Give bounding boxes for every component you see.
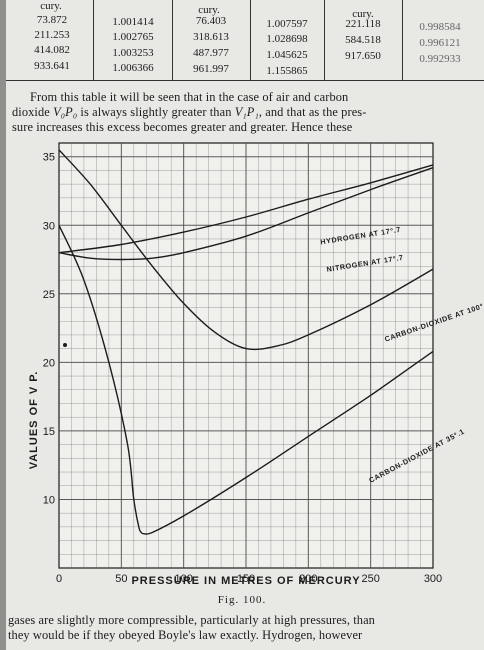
table-divider [402, 0, 403, 80]
paragraph-line: they would be if they obeyed Boyle's law… [8, 628, 363, 642]
y-tick-label: 25 [43, 289, 55, 301]
co2-100-curve [58, 149, 434, 351]
table-cell: 487.977 [193, 47, 229, 59]
y-tick-label: 35 [43, 152, 55, 164]
nitrogen-curve [58, 167, 434, 261]
table-cell: 211.253 [34, 29, 70, 41]
x-tick-label: 50 [115, 573, 127, 585]
paragraph-line: From this table it will be seen that in … [30, 90, 349, 104]
table-cell: 1.155865 [266, 65, 308, 77]
table-header-fragment: cury. [40, 0, 62, 12]
table-cell: 1.006366 [112, 62, 154, 74]
x-axis-label: PRESSURE IN METRES OF MERCURY [131, 575, 360, 587]
y-axis-label: VALUES OF V P. [28, 371, 40, 470]
table-cell: 221.118 [345, 18, 381, 30]
table-cell: 584.518 [345, 34, 381, 46]
y-tick-label: 20 [43, 357, 55, 369]
y-tick-label: 30 [43, 220, 55, 232]
x-tick-label: 250 [361, 573, 379, 585]
table-header-fragment: cury. [352, 8, 374, 20]
y-tick-label: 15 [43, 426, 55, 438]
table-cell: 1.007597 [266, 18, 308, 30]
hydrogen-curve [58, 164, 434, 254]
table-cell: 1.028698 [266, 33, 308, 45]
table-cell: 0.992933 [419, 53, 461, 65]
table-header-fragment: cury. [198, 4, 220, 16]
paragraph-line: gases are slightly more compressible, pa… [8, 613, 375, 627]
tick-labels: 0 50 100 150 200 250 300 10 15 20 25 30 35 [43, 152, 442, 585]
x-tick-label: 200 [299, 573, 317, 585]
table-cell: 1.003253 [112, 47, 154, 59]
table-cell: 1.002765 [112, 31, 154, 43]
co2-35-curve [58, 225, 434, 535]
table-cell: 917.650 [345, 50, 381, 62]
table-divider [250, 0, 251, 80]
page-edge [0, 0, 6, 650]
series-group [58, 149, 434, 535]
table-cell: 933.641 [34, 60, 70, 72]
x-tick-label: 0 [56, 573, 62, 585]
table-cell: 76.403 [195, 15, 227, 27]
table-cell: 1.045625 [266, 49, 308, 61]
x-tick-label: 150 [237, 573, 255, 585]
x-tick-label: 100 [174, 573, 192, 585]
table-cell: 961.997 [193, 63, 229, 75]
table-cell: 414.082 [34, 44, 70, 56]
figure-caption: Fig. 100. [217, 594, 267, 606]
table-divider [93, 0, 94, 80]
table-divider [172, 0, 173, 80]
data-table: cury. cury. cury. 73.872 1.001414 76.403… [6, 0, 484, 80]
table-bottom-rule [6, 80, 484, 81]
table-cell: 0.996121 [419, 37, 461, 49]
table-cell: 1.001414 [112, 16, 154, 28]
table-cell: 0.998584 [419, 21, 461, 33]
table-cell: 318.613 [193, 31, 229, 43]
x-tick-label: 300 [424, 573, 442, 585]
major-grid [59, 143, 433, 568]
paragraph-line: dioxide V₀P₀ is always slightly greater … [12, 105, 367, 119]
y-tick-label: 10 [43, 494, 55, 506]
table-divider [324, 0, 325, 80]
paragraph-line: sure increases this excess becomes great… [12, 120, 353, 134]
table-cell: 73.872 [36, 14, 68, 26]
stray-mark [63, 343, 67, 347]
